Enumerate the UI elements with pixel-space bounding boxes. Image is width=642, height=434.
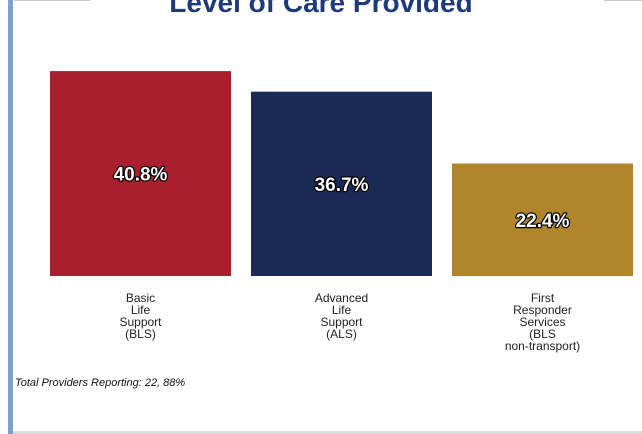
- category-label-2: Advanced Life Support (ALS): [315, 291, 368, 341]
- bottom-border: [13, 431, 642, 434]
- footnote: Total Providers Reporting: 22, 88%: [15, 377, 186, 389]
- top-border-right: [604, 0, 642, 1]
- bar-1: [50, 71, 231, 277]
- top-border-left: [14, 0, 90, 1]
- data-label-3: 22.4%: [516, 211, 570, 232]
- bar-3: [452, 163, 633, 276]
- category-label-3: First Responder Services (BLS non-transport): [505, 291, 580, 353]
- bar-2: [251, 91, 432, 276]
- data-label-2: 36.7%: [315, 175, 369, 196]
- chart-title: Level of Care Provided: [169, 0, 473, 18]
- left-accent-rule: [8, 0, 13, 434]
- data-label-1: 40.8%: [114, 165, 168, 186]
- category-label-1: Basic Life Support (BLS): [119, 291, 162, 341]
